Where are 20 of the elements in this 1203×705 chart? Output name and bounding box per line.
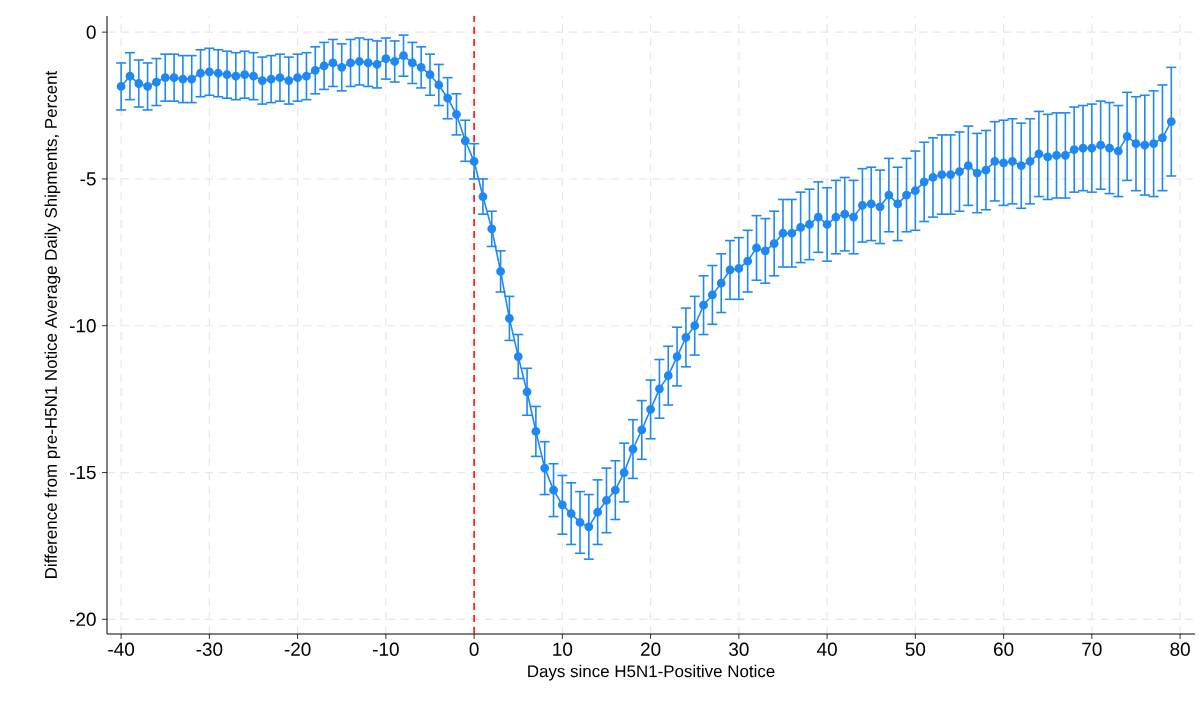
x-tick-label: 70 — [1082, 642, 1102, 656]
x-tick-label: 40 — [817, 642, 837, 656]
y-tick-label: 0 — [86, 25, 96, 39]
x-tick-label: 80 — [1170, 642, 1190, 656]
y-tick-label: -10 — [69, 319, 96, 333]
x-tick-label: 0 — [469, 642, 479, 656]
x-tick-label: 10 — [553, 642, 573, 656]
x-tick-label: 30 — [729, 642, 749, 656]
x-tick-label: 20 — [641, 642, 661, 656]
x-tick-label: -20 — [284, 642, 311, 656]
y-tick-label: -15 — [69, 465, 96, 480]
y-tick-label: -5 — [80, 172, 96, 186]
x-tick-label: 50 — [905, 642, 926, 656]
x-tick-label: -10 — [373, 642, 399, 656]
x-axis-title: Days since H5N1-Positive Notice — [528, 664, 775, 681]
x-tick-label: 60 — [994, 642, 1014, 656]
y-tick-label: -20 — [69, 612, 96, 627]
y-axis-title: Difference from pre-H5N1 Notice Average Daily Shipments, Percent — [44, 70, 61, 578]
x-tick-label: -40 — [108, 642, 135, 656]
x-tick-label: -30 — [196, 642, 223, 656]
